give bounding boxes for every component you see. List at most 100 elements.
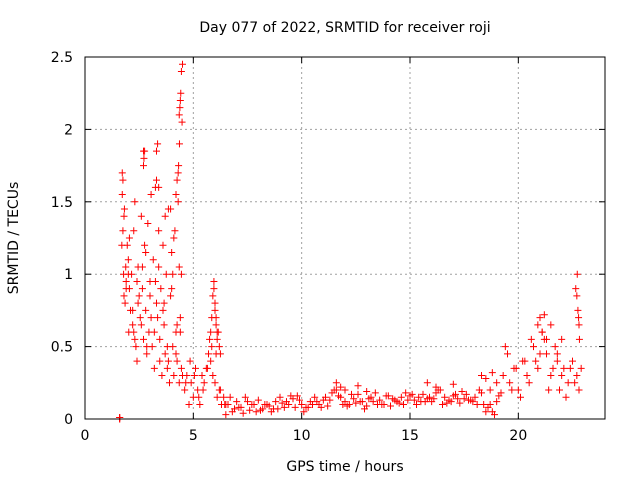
data-point [480, 401, 488, 409]
data-point [575, 386, 583, 394]
data-point [573, 292, 581, 300]
data-point [341, 386, 349, 394]
data-point [311, 393, 319, 401]
y-axis-title: SRMTID / TECUs [6, 182, 22, 295]
data-point [313, 398, 321, 406]
data-point [146, 292, 154, 300]
data-point [575, 321, 583, 329]
data-point [131, 335, 139, 343]
data-point [543, 335, 550, 343]
data-point [365, 395, 373, 403]
data-point [478, 389, 485, 397]
data-point [473, 401, 481, 409]
data-point [324, 402, 332, 410]
data-point [185, 401, 193, 409]
data-point [449, 380, 457, 388]
data-point [493, 379, 501, 387]
data-point [120, 212, 128, 220]
data-point [532, 357, 540, 365]
data-point [465, 396, 472, 404]
data-point [574, 306, 582, 314]
data-point [478, 372, 485, 380]
data-point [244, 398, 251, 406]
data-point [174, 169, 182, 177]
data-point [545, 386, 553, 394]
data-point [207, 328, 215, 336]
data-point [458, 387, 466, 395]
data-point [192, 364, 199, 372]
data-point [280, 403, 288, 411]
data-point [163, 364, 171, 372]
data-point [421, 398, 429, 406]
data-point [154, 140, 162, 148]
data-point [569, 357, 576, 365]
data-point [356, 398, 364, 406]
data-point [195, 393, 203, 401]
data-point [176, 328, 184, 336]
data-point [369, 398, 377, 406]
data-point [162, 270, 170, 278]
axis-ticks [84, 56, 605, 420]
data-point [525, 379, 533, 387]
data-point [153, 299, 160, 307]
data-point [196, 401, 204, 409]
data-point [174, 198, 182, 206]
data-point [160, 321, 168, 329]
data-point [404, 396, 412, 404]
data-point [177, 270, 185, 278]
data-point [203, 364, 211, 372]
data-point [125, 234, 133, 242]
data-point [153, 176, 160, 184]
x-tick-label: 0 [81, 428, 90, 444]
data-point [120, 205, 128, 213]
data-point [216, 350, 224, 358]
data-point [177, 89, 185, 97]
data-point [170, 234, 178, 242]
data-point [172, 191, 180, 199]
data-point [208, 343, 216, 351]
data-point [354, 390, 362, 398]
data-point [119, 176, 127, 184]
data-point [153, 147, 160, 155]
data-point [371, 389, 379, 397]
data-point [265, 402, 273, 410]
data-point [130, 328, 138, 336]
data-point [213, 328, 221, 336]
data-point [573, 270, 581, 278]
data-point [547, 321, 555, 329]
data-point [506, 379, 514, 387]
data-point [173, 321, 181, 329]
data-point [423, 379, 431, 387]
data-point [558, 372, 566, 380]
data-point [564, 379, 572, 387]
data-point [198, 372, 206, 380]
data-point [560, 364, 568, 372]
data-point [430, 395, 438, 403]
data-point [142, 248, 150, 256]
data-point [170, 372, 178, 380]
data-point [488, 369, 496, 377]
data-point [168, 248, 176, 256]
data-point [426, 393, 433, 401]
data-point [137, 321, 145, 329]
data-point [491, 411, 498, 419]
x-tick-label: 10 [293, 428, 311, 444]
data-point [179, 60, 186, 68]
data-point [141, 147, 149, 155]
data-point [156, 335, 164, 343]
data-point [175, 162, 183, 170]
data-points [116, 60, 585, 423]
data-point [248, 401, 256, 409]
data-point [177, 67, 185, 75]
data-point [402, 389, 410, 397]
data-point [439, 401, 446, 409]
data-point [155, 263, 163, 271]
data-point [272, 398, 280, 406]
data-point [140, 162, 147, 170]
data-point [160, 299, 168, 307]
data-point [135, 292, 143, 300]
data-point [124, 270, 132, 278]
data-point [291, 403, 299, 411]
data-point [155, 227, 163, 235]
